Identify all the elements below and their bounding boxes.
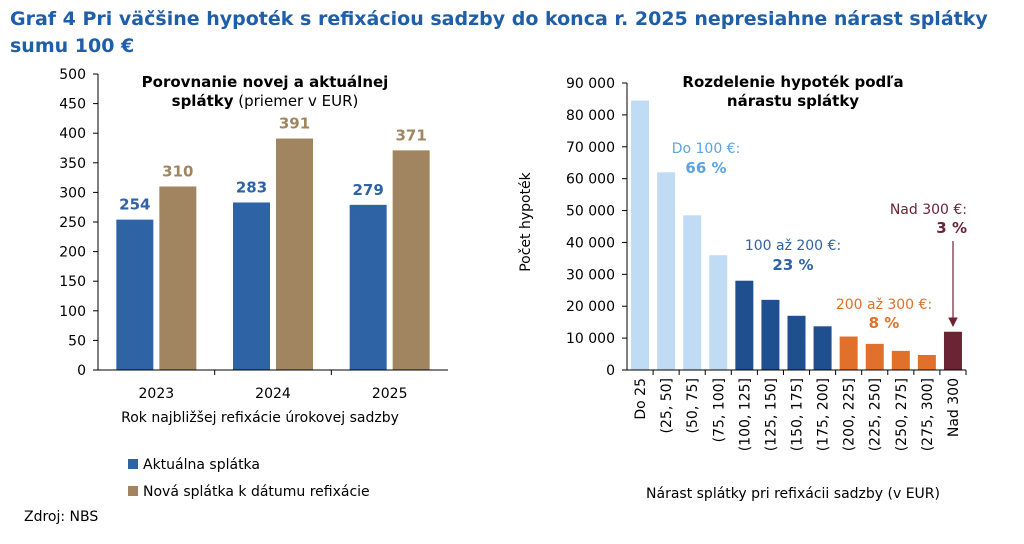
right-bar	[787, 315, 806, 370]
right-bar	[891, 350, 910, 370]
left-chart-title-line1: Porovnanie novej a aktuálnej	[142, 73, 389, 91]
left-bar	[116, 219, 154, 370]
right-y-tick-label: 0	[606, 363, 615, 379]
right-bar	[631, 100, 650, 371]
right-y-tick-label: 50 000	[566, 204, 615, 220]
right-x-tick-label: Nad 300	[946, 378, 962, 437]
annotation-100-200-label: 100 až 200 €:	[745, 238, 841, 254]
left-y-tick-label: 250	[59, 215, 86, 231]
left-bars: 254 310 283 391 279 371	[116, 115, 430, 370]
right-x-tick-label: (175, 200]	[816, 378, 832, 451]
right-y-tick-label: 10 000	[566, 331, 615, 347]
right-bar	[735, 280, 754, 370]
right-chart-title-line2: nárastu splátky	[727, 92, 859, 110]
left-x-tick-label: 2024	[255, 386, 291, 402]
right-x-tick-label: (275, 300]	[920, 378, 936, 451]
right-bar	[917, 355, 936, 370]
legend-swatch-new	[128, 486, 138, 496]
left-y-tick-label: 150	[59, 274, 86, 290]
legend: Aktuálna splátka Nová splátka k dátumu r…	[128, 457, 370, 500]
right-y-tick-label: 40 000	[566, 235, 615, 251]
right-y-tick-label: 90 000	[566, 76, 615, 92]
left-x-tick-label: 2025	[372, 386, 408, 402]
right-y-tick-label: 70 000	[566, 140, 615, 156]
left-bar	[276, 138, 313, 370]
right-x-tick-label: (125, 150]	[763, 378, 779, 451]
annotation-do-100: Do 100 €: 66 %	[672, 141, 741, 177]
left-y-tick-label: 400	[59, 126, 86, 142]
right-bar	[683, 215, 702, 370]
annotation-200-300-value: 8 %	[869, 314, 900, 332]
annotation-nad-300-value: 3 %	[936, 219, 967, 237]
right-x-tick-label: Do 25	[633, 378, 649, 420]
right-bar	[761, 299, 780, 370]
figure-title: Graf 4 Pri väčšine hypoték s refixáciou …	[10, 8, 988, 57]
right-y-tick-label: 60 000	[566, 172, 615, 188]
right-y-tick-label: 80 000	[566, 108, 615, 124]
annotation-do-100-value: 66 %	[685, 159, 726, 177]
right-chart-title-line1: Rozdelenie hypoték podľa	[682, 73, 903, 91]
legend-label-current: Aktuálna splátka	[143, 457, 260, 473]
left-y-tick-label: 300	[59, 185, 86, 201]
left-x-axis: 2023 2024 2025	[98, 369, 448, 402]
left-bar	[233, 202, 270, 370]
annotation-100-200: 100 až 200 €: 23 %	[745, 238, 841, 274]
right-x-tick-label: (225, 250]	[868, 378, 884, 451]
legend-swatch-current	[128, 459, 138, 469]
left-bar-value-label: 279	[353, 181, 384, 199]
right-bar	[943, 331, 962, 370]
annotation-nad-300: Nad 300 €: 3 %	[890, 202, 967, 327]
right-bars	[631, 100, 962, 371]
right-x-tick-label: (75, 100]	[711, 378, 727, 442]
right-x-tick-label: (250, 275]	[894, 378, 910, 451]
left-chart: Porovnanie novej a aktuálnej splátky (pr…	[59, 67, 448, 500]
left-y-axis: 0 50 100 150 200 250 300 350 400 450 500	[59, 67, 99, 379]
right-x-tick-label: (200, 225]	[842, 378, 858, 451]
right-y-tick-label: 30 000	[566, 267, 615, 283]
right-x-axis-title: Nárast splátky pri refixácii sadzby (v E…	[646, 486, 940, 502]
left-y-tick-label: 350	[59, 156, 86, 172]
annotation-100-200-value: 23 %	[772, 256, 813, 274]
right-chart: Rozdelenie hypoték podľa nárastu splátky…	[518, 73, 967, 502]
left-bar	[349, 204, 387, 370]
left-y-tick-label: 100	[59, 304, 86, 320]
left-bar-value-label: 391	[279, 115, 310, 133]
right-bar	[865, 343, 884, 370]
annotation-200-300: 200 až 300 €: 8 %	[836, 297, 932, 332]
left-bar	[392, 150, 430, 370]
legend-label-new: Nová splátka k dátumu refixácie	[143, 484, 370, 500]
left-y-tick-label: 200	[59, 245, 86, 261]
left-y-tick-label: 500	[59, 67, 86, 83]
left-chart-title-normal: (priemer v EUR)	[234, 92, 359, 110]
right-y-axis: 0 10 000 20 000 30 000 40 000 50 000 60 000 70 …	[566, 76, 628, 379]
annotation-nad-300-label: Nad 300 €:	[890, 202, 967, 218]
right-x-axis: Do 25 (25, 50] (50, 75] (75, 100] (100, 125]…	[627, 369, 967, 451]
left-bar	[159, 186, 197, 370]
right-x-tick-label: (100, 125]	[737, 378, 753, 451]
right-y-axis-title: Počet hypoték	[518, 171, 534, 271]
left-chart-title-bold: splátky	[172, 92, 234, 110]
left-bar-value-label: 371	[396, 126, 427, 144]
right-y-tick-label: 20 000	[566, 299, 615, 315]
annotation-200-300-label: 200 až 300 €:	[836, 297, 932, 313]
annotation-do-100-label: Do 100 €:	[672, 141, 741, 157]
left-x-tick-label: 2023	[139, 386, 175, 402]
left-y-tick-label: 0	[77, 363, 86, 379]
left-bar-value-label: 310	[162, 162, 193, 180]
right-bar	[657, 172, 676, 370]
right-bar	[839, 336, 858, 370]
right-bar	[813, 326, 832, 370]
right-x-tick-label: (25, 50]	[659, 378, 675, 433]
left-chart-title-line2: splátky (priemer v EUR)	[172, 92, 359, 110]
left-bar-value-label: 254	[119, 196, 150, 214]
left-y-tick-label: 50	[68, 333, 86, 349]
left-y-tick-label: 450	[59, 97, 86, 113]
left-bar-value-label: 283	[236, 178, 267, 196]
source-note: Zdroj: NBS	[24, 509, 99, 525]
right-x-tick-label: (50, 75]	[685, 378, 701, 433]
right-bar	[709, 255, 728, 370]
right-x-tick-label: (150, 175]	[790, 378, 806, 451]
left-x-axis-title: Rok najbližšej refixácie úrokovej sadzby	[121, 410, 399, 426]
